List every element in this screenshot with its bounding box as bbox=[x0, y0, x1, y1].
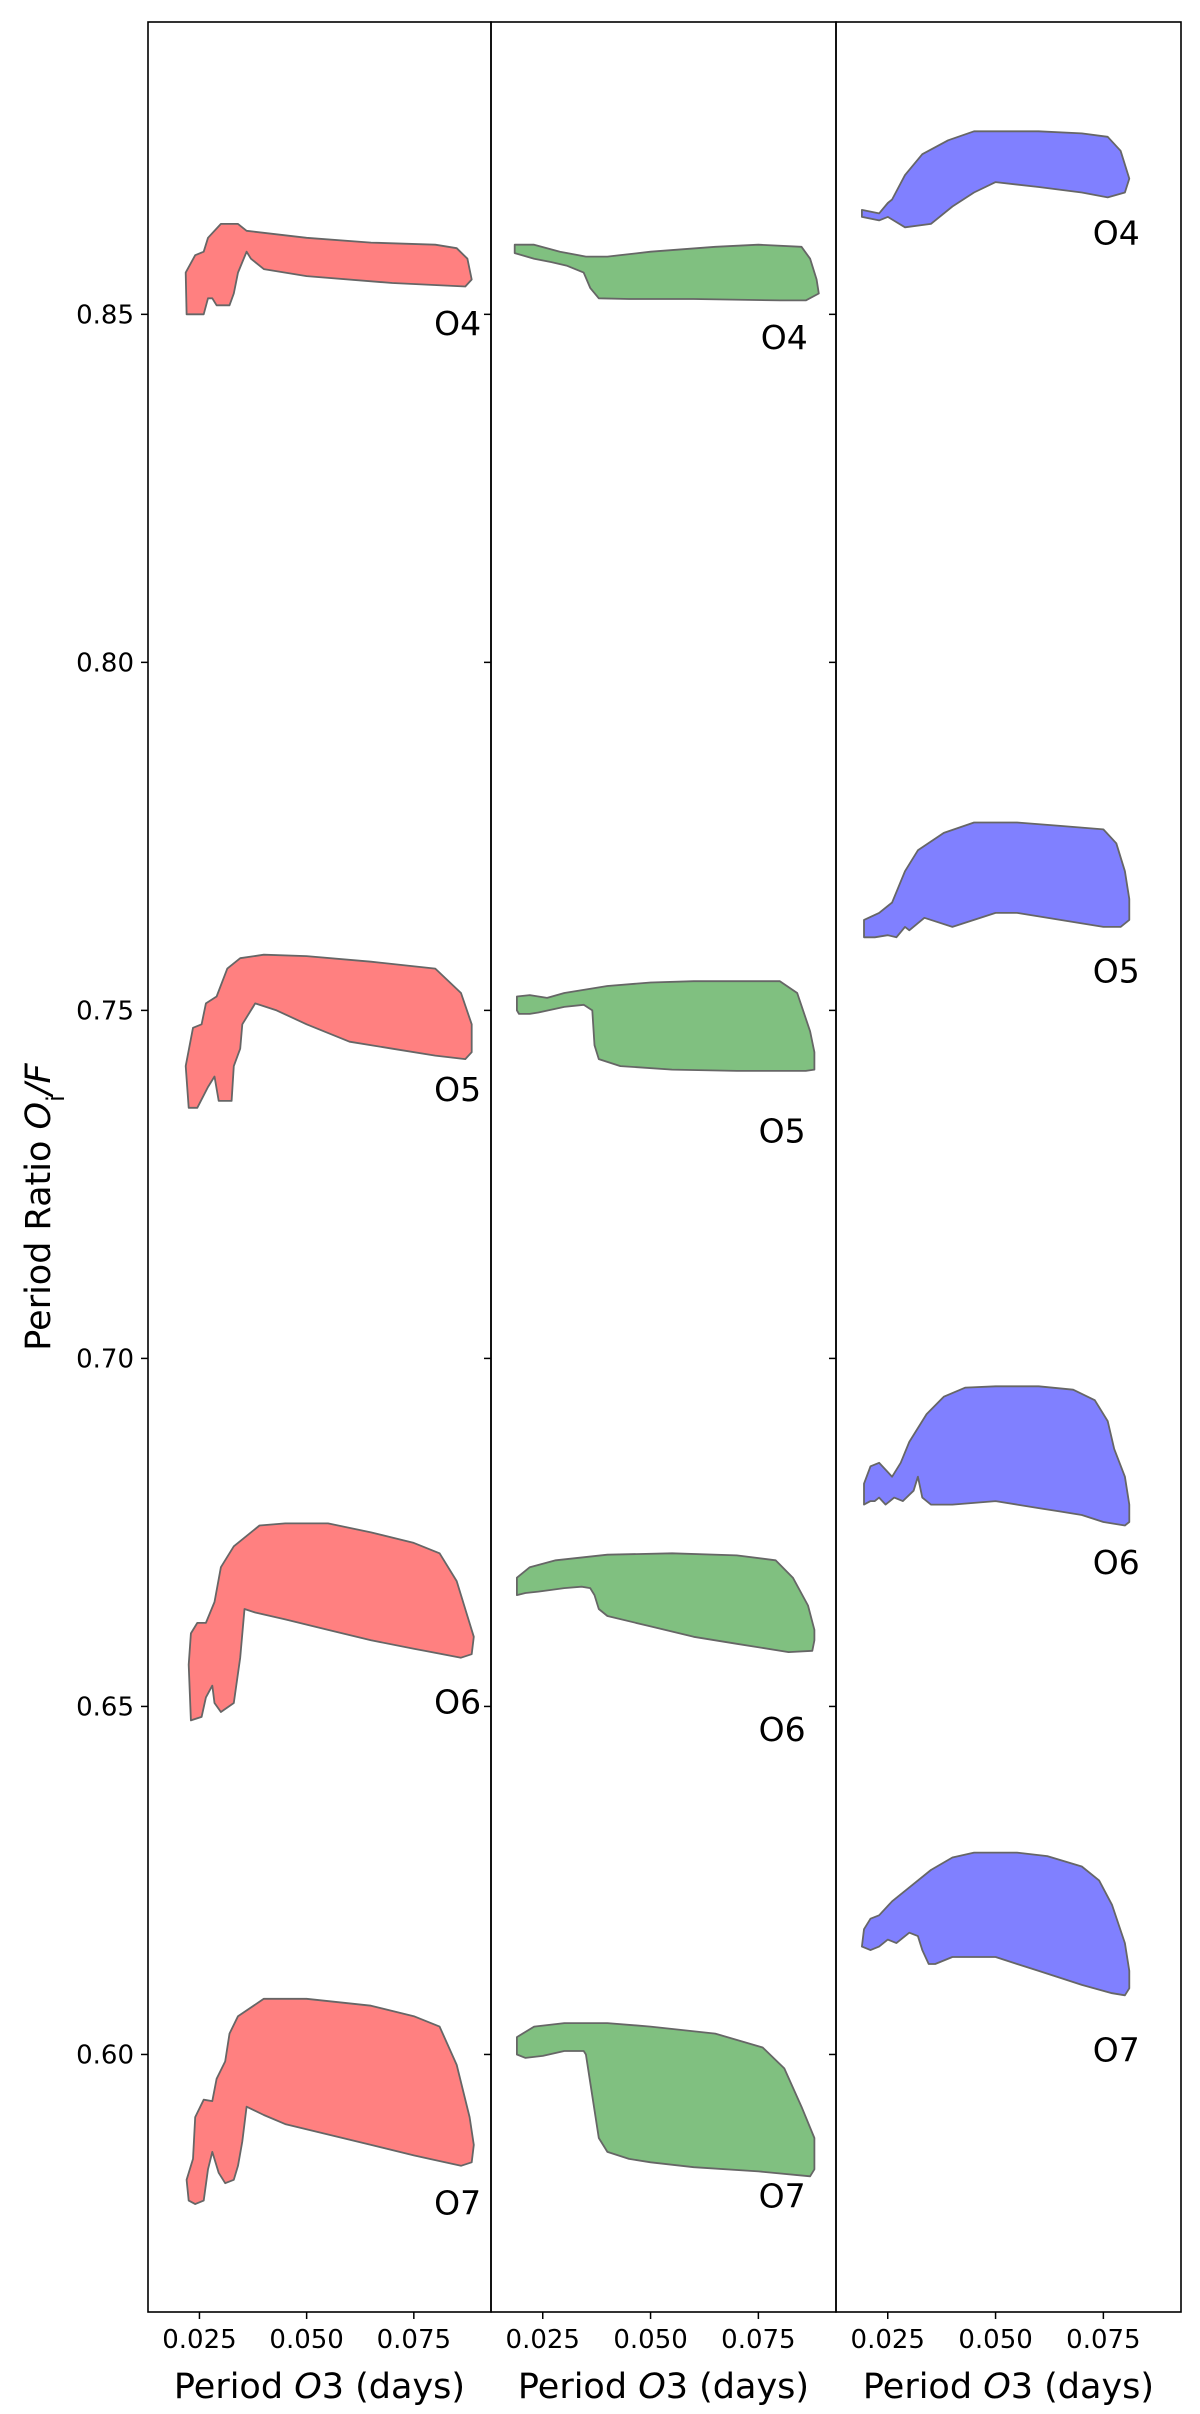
panel-3-region-o7 bbox=[861, 1851, 1131, 1997]
y-tick-label: 0.70 bbox=[76, 1344, 134, 1374]
panel-1-region-o5 bbox=[184, 953, 473, 1109]
panel-1-region-label-o6: O6 bbox=[434, 1682, 481, 1721]
panel-3-region-o6 bbox=[863, 1385, 1131, 1527]
panel-2-x-tick-label: 0.050 bbox=[613, 2325, 687, 2355]
panel-1-region-label-o4: O4 bbox=[434, 304, 481, 343]
panel-2-region-label-o4: O4 bbox=[761, 318, 808, 357]
panel-3-region-label-o7: O7 bbox=[1093, 2030, 1140, 2069]
x-axis-label-prefix: Period bbox=[863, 2367, 983, 2407]
y-tick-label: 0.75 bbox=[76, 996, 134, 1026]
x-axis-label-var: O bbox=[294, 2367, 322, 2407]
x-axis-label-prefix: Period bbox=[518, 2367, 638, 2407]
panel-1-region-o6 bbox=[187, 1522, 475, 1722]
panel-3-region-label-o5: O5 bbox=[1093, 952, 1140, 991]
panel-2-region-label-o7: O7 bbox=[759, 2177, 806, 2216]
y-tick-label: 0.80 bbox=[76, 648, 134, 678]
y-tick-label: 0.85 bbox=[76, 300, 134, 330]
panel-1-x-tick-label: 0.050 bbox=[269, 2325, 343, 2355]
y-axis-label-var: O bbox=[19, 1102, 59, 1130]
panel-1-region-o7 bbox=[185, 1997, 475, 2206]
panel-3-x-tick-label: 0.075 bbox=[1066, 2325, 1140, 2355]
y-tick-label: 0.65 bbox=[76, 1692, 134, 1722]
y-axis-label-sub: i bbox=[42, 1095, 70, 1102]
panel-2-x-tick-label: 0.025 bbox=[506, 2325, 580, 2355]
panel-2-region-label-o5: O5 bbox=[759, 1112, 806, 1151]
x-axis-label-prefix: Period bbox=[174, 2367, 294, 2407]
panel-1-x-axis-label: Period O3 (days) bbox=[174, 2367, 465, 2407]
panel-3-region-o4 bbox=[861, 130, 1131, 229]
y-axis-label-prefix: Period Ratio bbox=[19, 1129, 59, 1350]
panel-2-x-tick-label: 0.075 bbox=[721, 2325, 795, 2355]
panel-3-region-label-o6: O6 bbox=[1093, 1543, 1140, 1582]
panel-1-x-tick-label: 0.075 bbox=[377, 2325, 451, 2355]
panel-3-x-axis-label: Period O3 (days) bbox=[863, 2367, 1154, 2407]
panel-2-x-axis-label: Period O3 (days) bbox=[518, 2367, 809, 2407]
panel-2-region-o7 bbox=[516, 2022, 816, 2178]
panel-2-region-o4 bbox=[513, 243, 820, 302]
x-axis-label-var: O bbox=[638, 2367, 666, 2407]
panel-2-region-label-o6: O6 bbox=[759, 1710, 806, 1749]
y-tick-label: 0.60 bbox=[76, 2040, 134, 2070]
panel-3-x-tick-label: 0.025 bbox=[851, 2325, 925, 2355]
panel-3-region-o5 bbox=[863, 821, 1131, 939]
panel-1-region-label-o5: O5 bbox=[434, 1070, 481, 1109]
x-axis-label-suffix: 3 (days) bbox=[1011, 2367, 1154, 2407]
y-axis-label: Period Ratio Oi/F bbox=[19, 1062, 70, 1350]
panel-2-region-o6 bbox=[516, 1552, 816, 1653]
panel-3-x-tick-label: 0.050 bbox=[958, 2325, 1032, 2355]
panel-2-region-o5 bbox=[516, 980, 816, 1072]
x-axis-label-suffix: 3 (days) bbox=[322, 2367, 465, 2407]
panel-1-region-o4 bbox=[184, 222, 473, 316]
x-axis-label-var: O bbox=[983, 2367, 1011, 2407]
panel-1-frame bbox=[147, 21, 492, 2313]
y-axis-label-suffix: /F bbox=[19, 1062, 59, 1098]
x-axis-label-suffix: 3 (days) bbox=[666, 2367, 809, 2407]
panel-1-x-tick-label: 0.025 bbox=[162, 2325, 236, 2355]
panel-3-frame bbox=[835, 21, 1182, 2313]
panel-2-frame bbox=[490, 21, 837, 2313]
panel-3-region-label-o4: O4 bbox=[1093, 214, 1140, 253]
panel-1-region-label-o7: O7 bbox=[434, 2184, 481, 2223]
